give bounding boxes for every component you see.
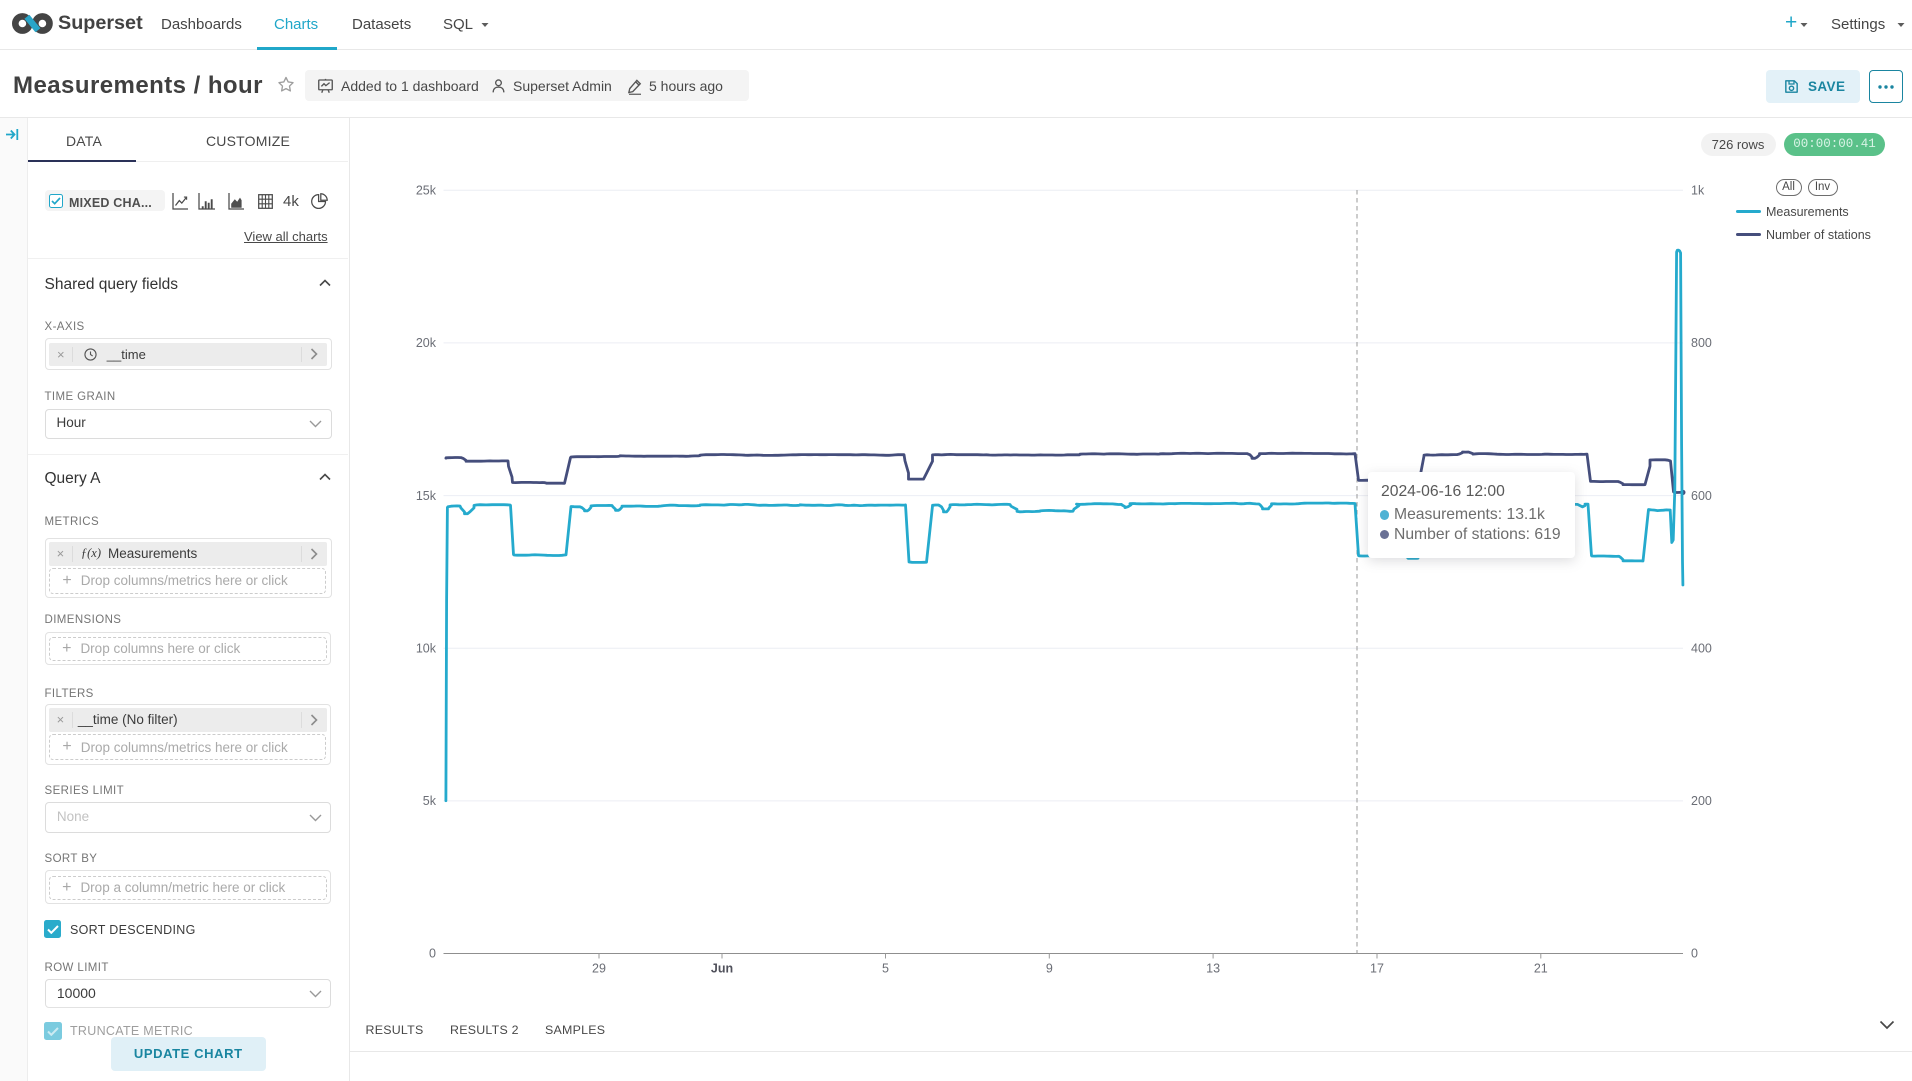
svg-text:21: 21 — [1534, 962, 1548, 976]
svg-text:15k: 15k — [416, 489, 437, 503]
svg-text:400: 400 — [1691, 641, 1712, 655]
svg-text:5k: 5k — [423, 794, 437, 808]
svg-text:20k: 20k — [416, 336, 437, 350]
svg-text:25k: 25k — [416, 184, 437, 198]
svg-text:10k: 10k — [416, 641, 437, 655]
svg-text:200: 200 — [1691, 794, 1712, 808]
svg-text:800: 800 — [1691, 336, 1712, 350]
svg-text:5: 5 — [882, 962, 889, 976]
svg-text:0: 0 — [429, 947, 436, 961]
svg-text:9: 9 — [1046, 962, 1053, 976]
svg-text:600: 600 — [1691, 489, 1712, 503]
svg-text:1k: 1k — [1691, 184, 1705, 198]
svg-text:0: 0 — [1691, 947, 1698, 961]
svg-text:29: 29 — [592, 962, 606, 976]
svg-text:Jun: Jun — [711, 962, 733, 976]
svg-text:17: 17 — [1370, 962, 1384, 976]
svg-text:13: 13 — [1206, 962, 1220, 976]
